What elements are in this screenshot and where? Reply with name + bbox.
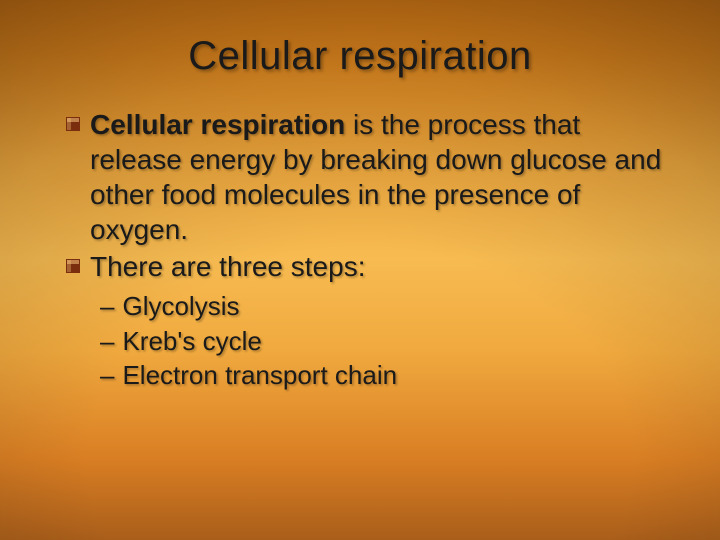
bullet-bold-lead: Cellular respiration: [90, 109, 345, 140]
bullet-item: There are three steps:: [66, 249, 670, 284]
sub-bullet-list: – Glycolysis – Kreb's cycle – Electron t…: [66, 290, 670, 392]
dash-icon: –: [100, 359, 114, 392]
sub-bullet-text: Glycolysis: [122, 290, 239, 323]
sub-bullet-item: – Glycolysis: [100, 290, 670, 323]
bullet-item: Cellular respiration is the process that…: [66, 107, 670, 247]
sub-bullet-item: – Kreb's cycle: [100, 325, 670, 358]
bullet-square-icon: [66, 117, 80, 131]
sub-bullet-text: Kreb's cycle: [122, 325, 261, 358]
slide-title: Cellular respiration: [50, 34, 670, 79]
dash-icon: –: [100, 325, 114, 358]
sub-bullet-item: – Electron transport chain: [100, 359, 670, 392]
slide: Cellular respiration Cellular respiratio…: [0, 0, 720, 540]
slide-content: Cellular respiration is the process that…: [50, 107, 670, 392]
bullet-square-icon: [66, 259, 80, 273]
dash-icon: –: [100, 290, 114, 323]
bullet-text: Cellular respiration is the process that…: [90, 107, 670, 247]
sub-bullet-text: Electron transport chain: [122, 359, 397, 392]
bullet-rest: There are three steps:: [90, 251, 365, 282]
bullet-text: There are three steps:: [90, 249, 365, 284]
